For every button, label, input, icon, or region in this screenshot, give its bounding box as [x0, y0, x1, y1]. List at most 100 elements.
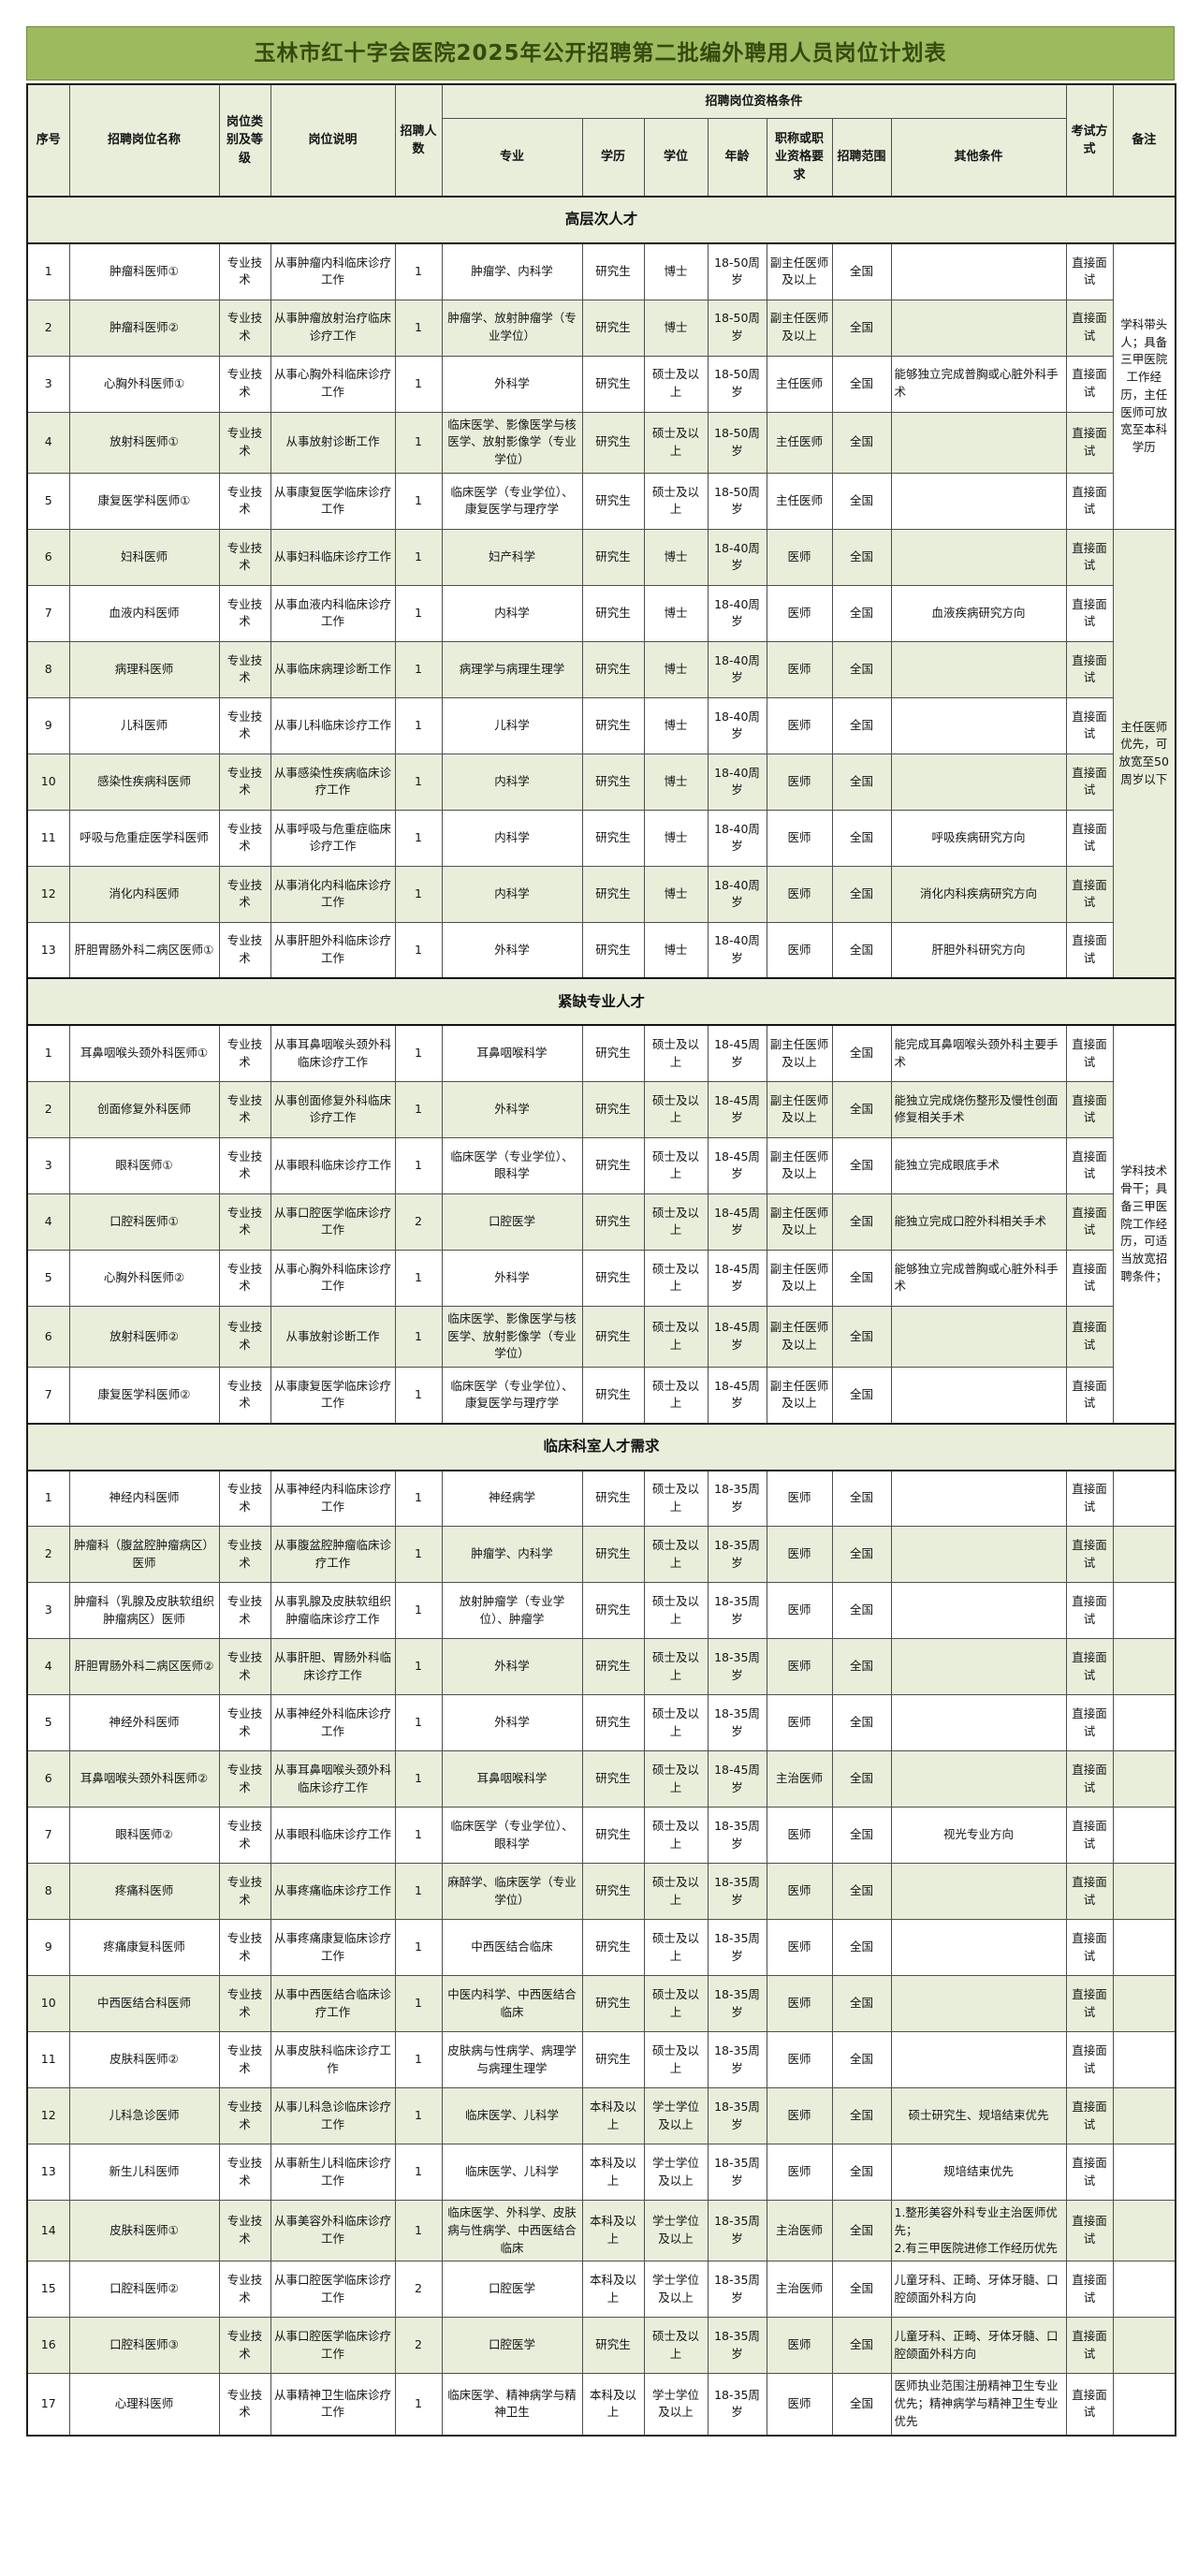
- cell-education: 研究生: [581, 1526, 645, 1583]
- cell-exam: 直接面试: [1065, 1750, 1114, 1808]
- cell-seq: 7: [26, 1367, 70, 1424]
- cell-post-name: 肝胆胃肠外科二病区医师①: [68, 921, 220, 979]
- cell-scope: 全国: [831, 1750, 892, 1808]
- cell-exam: 直接面试: [1065, 355, 1114, 413]
- col-header-scope: 招聘范围: [831, 117, 892, 198]
- cell-scope: 全国: [831, 2087, 892, 2144]
- cell-category: 专业技术: [218, 1367, 271, 1424]
- cell-education: 研究生: [581, 1136, 645, 1194]
- cell-degree: 硕士及以上: [643, 1975, 709, 2032]
- section-header: 高层次人才: [26, 196, 1176, 244]
- cell-headcount: 1: [394, 2373, 443, 2436]
- cell-major: 内科学: [441, 584, 583, 642]
- cell-exam: 直接面试: [1065, 2261, 1114, 2319]
- cell-remark: [1112, 1750, 1176, 1808]
- cell-other: 能完成耳鼻咽喉头颈外科主要手术: [890, 1024, 1067, 1082]
- cell-remark: 主任医师优先，可放宽至50周岁以下: [1112, 528, 1176, 979]
- table-body: 高层次人才 1 肿瘤科医师① 专业技术 从事肿瘤内科临床诊疗工作 1 肿瘤学、内科学 研究生博…: [26, 196, 1176, 2436]
- cell-title-req: 医师: [766, 1526, 833, 1583]
- cell-education: 研究生: [581, 1470, 645, 1527]
- cell-scope: 全国: [831, 809, 892, 867]
- cell-age: 18-45周岁: [707, 1080, 767, 1138]
- cell-other: [890, 753, 1067, 811]
- cell-education: 本科及以上: [581, 2087, 645, 2144]
- cell-exam: 直接面试: [1065, 809, 1114, 867]
- cell-seq: 10: [26, 753, 70, 811]
- cell-major: 临床医学（专业学位）、眼科学: [441, 1807, 583, 1864]
- cell-title-req: 医师: [766, 584, 833, 642]
- cell-seq: 5: [26, 1249, 70, 1307]
- cell-other: [890, 1582, 1067, 1639]
- cell-title-req: 主任医师: [766, 472, 833, 530]
- cell-age: 18-35周岁: [707, 2031, 767, 2088]
- cell-exam: 直接面试: [1065, 1526, 1114, 1583]
- cell-post-desc: 从事肝胆外科临床诊疗工作: [270, 921, 396, 979]
- cell-major: 神经病学: [441, 1470, 583, 1527]
- cell-seq: 3: [26, 1136, 70, 1194]
- cell-major: 临床医学、儿科学: [441, 2144, 583, 2201]
- cell-remark: 学科带头人；具备三甲医院工作经历，主任医师可放宽至本科学历: [1112, 242, 1176, 530]
- cell-other: 消化内科疾病研究方向: [890, 865, 1067, 923]
- cell-exam: 直接面试: [1065, 1193, 1114, 1251]
- cell-age: 18-45周岁: [707, 1367, 767, 1424]
- cell-other: [890, 1863, 1067, 1920]
- cell-age: 18-35周岁: [707, 2144, 767, 2201]
- cell-age: 18-35周岁: [707, 1863, 767, 1920]
- cell-post-name: 口腔科医师③: [68, 2317, 220, 2375]
- cell-exam: 直接面试: [1065, 1080, 1114, 1138]
- cell-age: 18-40周岁: [707, 528, 767, 586]
- cell-major: 外科学: [441, 1080, 583, 1138]
- cell-age: 18-45周岁: [707, 1305, 767, 1368]
- cell-title-req: 医师: [766, 2373, 833, 2436]
- cell-category: 专业技术: [218, 1807, 271, 1864]
- cell-exam: 直接面试: [1065, 2144, 1114, 2201]
- cell-exam: 直接面试: [1065, 1305, 1114, 1368]
- cell-post-desc: 从事眼科临床诊疗工作: [270, 1807, 396, 1864]
- cell-degree: 硕士及以上: [643, 1136, 709, 1194]
- cell-education: 本科及以上: [581, 2373, 645, 2436]
- cell-post-name: 病理科医师: [68, 640, 220, 698]
- cell-post-desc: 从事肿瘤放射治疗临床诊疗工作: [270, 299, 396, 357]
- cell-seq: 12: [26, 2087, 70, 2144]
- cell-age: 18-40周岁: [707, 584, 767, 642]
- cell-category: 专业技术: [218, 696, 271, 754]
- cell-education: 研究生: [581, 696, 645, 754]
- cell-major: 临床医学、精神病学与精神卫生: [441, 2373, 583, 2436]
- cell-post-desc: 从事儿科临床诊疗工作: [270, 696, 396, 754]
- table-row: 11 呼吸与危重症医学科医师 专业技术 从事呼吸与危重症临床诊疗工作 1 内科学 研究生 博士…: [26, 809, 1176, 867]
- cell-headcount: 1: [394, 809, 443, 867]
- table-row: 4 肝胆胃肠外科二病区医师② 专业技术 从事肝胆、胃肠外科临床诊疗工作 1 外科学 研究生硕…: [26, 1638, 1176, 1695]
- cell-post-name: 放射科医师②: [68, 1305, 220, 1368]
- col-header-education: 学历: [581, 117, 645, 198]
- table-row: 6 妇科医师 专业技术 从事妇科临床诊疗工作 1 妇产科学 研究生 博士 18-40周岁 医师 全国…: [26, 528, 1176, 979]
- cell-post-name: 肝胆胃肠外科二病区医师②: [68, 1638, 220, 1695]
- cell-post-name: 眼科医师②: [68, 1807, 220, 1864]
- cell-education: 研究生: [581, 299, 645, 357]
- cell-category: 专业技术: [218, 1638, 271, 1695]
- cell-other: [890, 411, 1067, 474]
- cell-scope: 全国: [831, 472, 892, 530]
- cell-age: 18-35周岁: [707, 1975, 767, 2032]
- cell-education: 研究生: [581, 1694, 645, 1751]
- cell-headcount: 1: [394, 1582, 443, 1639]
- cell-post-name: 心理科医师: [68, 2373, 220, 2436]
- table-row: 3 肿瘤科（乳腺及皮肤软组织肿瘤病区）医师 专业技术 从事乳腺及皮肤软组织肿瘤临床诊疗…: [26, 1582, 1176, 1639]
- col-header-seq: 序号: [26, 83, 70, 198]
- cell-category: 专业技术: [218, 1919, 271, 1976]
- table-row: 12 儿科急诊医师 专业技术 从事儿科急诊临床诊疗工作 1 临床医学、儿科学 本科及以上 学士…: [26, 2087, 1176, 2144]
- cell-seq: 1: [26, 1470, 70, 1527]
- cell-education: 研究生: [581, 865, 645, 923]
- cell-seq: 10: [26, 1975, 70, 2032]
- cell-post-name: 肿瘤科医师②: [68, 299, 220, 357]
- cell-education: 研究生: [581, 528, 645, 586]
- cell-title-req: 医师: [766, 2087, 833, 2144]
- cell-headcount: 1: [394, 753, 443, 811]
- cell-post-name: 心胸外科医师①: [68, 355, 220, 413]
- cell-headcount: 1: [394, 1024, 443, 1082]
- cell-other: [890, 1975, 1067, 2032]
- cell-seq: 7: [26, 1807, 70, 1864]
- cell-seq: 9: [26, 1919, 70, 1976]
- cell-remark: [1112, 1638, 1176, 1695]
- cell-degree: 硕士及以上: [643, 1807, 709, 1864]
- cell-post-desc: 从事肿瘤内科临床诊疗工作: [270, 242, 396, 300]
